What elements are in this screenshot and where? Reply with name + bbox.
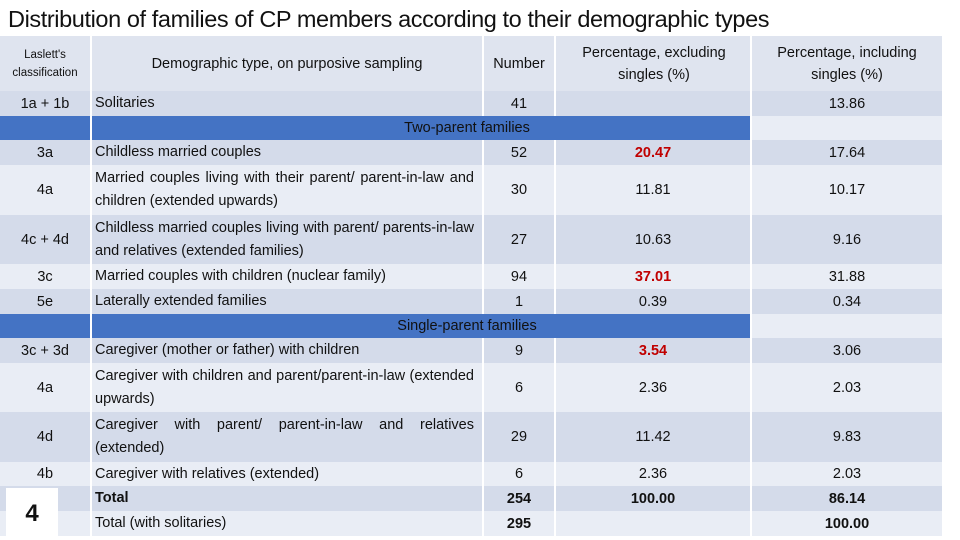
- header-laslett: Laslett's classification: [12, 48, 78, 79]
- pct-excluding-value: 2.36: [638, 466, 668, 482]
- number-value: 6: [514, 379, 524, 396]
- row-band: [0, 140, 942, 165]
- number-value: 41: [510, 95, 528, 112]
- pct-excluding-value: 0.39: [638, 293, 668, 310]
- laslett-code: 3c: [37, 268, 53, 285]
- pct-excluding-value: 20.47: [634, 144, 672, 161]
- column-divider: [482, 338, 484, 536]
- slide-title: Distribution of families of CP members a…: [8, 6, 770, 32]
- section-bar: [92, 314, 750, 338]
- section-bar: [92, 116, 750, 140]
- row-band: [0, 363, 942, 412]
- row-band: [0, 215, 942, 264]
- total-number: 254: [506, 490, 532, 507]
- demographic-type: Laterally extended families: [95, 293, 267, 309]
- demographic-type: Married couples with children (nuclear f…: [95, 268, 386, 284]
- number-value: 94: [510, 268, 528, 285]
- section-bar: [0, 314, 90, 338]
- column-divider: [482, 36, 484, 116]
- demographic-type: Childless married couples living with pa…: [95, 219, 474, 259]
- total-with-solitaries-number: 295: [506, 515, 532, 532]
- header-demographic-type: Demographic type, on purposive sampling: [151, 55, 423, 72]
- row-band: [0, 165, 942, 215]
- laslett-code: 4a: [36, 182, 54, 198]
- column-divider: [750, 36, 752, 536]
- number-value: 6: [514, 466, 524, 482]
- laslett-code: 1a + 1b: [20, 95, 70, 112]
- row-band: [0, 412, 942, 462]
- pct-including-value: 10.17: [828, 182, 866, 198]
- number-value: 29: [510, 429, 528, 445]
- demographic-type: Married couples living with their parent…: [95, 170, 474, 209]
- row-band: [0, 91, 942, 116]
- pct-excluding-value: 11.81: [635, 182, 671, 198]
- column-divider: [482, 140, 484, 314]
- pct-including-value: 3.06: [832, 342, 862, 359]
- demographic-type: Caregiver with children and parent/paren…: [95, 367, 474, 407]
- pct-including-value: 9.16: [832, 231, 862, 248]
- section-bar: [0, 116, 90, 140]
- number-value: 9: [514, 342, 524, 359]
- demographic-type: Caregiver with relatives (extended): [95, 465, 320, 482]
- demographic-type: Childless married couples: [95, 144, 262, 160]
- laslett-code: 3a: [36, 144, 54, 161]
- row-band: [0, 462, 942, 486]
- pct-excluding-value: 11.42: [635, 429, 671, 445]
- pct-including-value: 2.03: [832, 466, 862, 482]
- pct-including-value: 17.64: [828, 144, 866, 161]
- laslett-code: 4d: [36, 429, 54, 445]
- header-band: [0, 36, 942, 91]
- demographic-type: Caregiver with parent/ parent-in-law and…: [95, 417, 474, 456]
- number-value: 30: [510, 182, 528, 198]
- pct-including-value: 31.88: [828, 268, 866, 285]
- laslett-code: 5e: [36, 293, 54, 310]
- column-divider: [554, 338, 556, 536]
- demographic-type: Solitaries: [95, 95, 155, 111]
- row-band: [0, 511, 942, 536]
- column-divider: [554, 140, 556, 314]
- row-band: [0, 264, 942, 289]
- section-single-parent: Single-parent families: [397, 318, 537, 334]
- pct-including-value: 2.03: [832, 379, 862, 396]
- pct-including-value: 9.83: [832, 429, 862, 445]
- pct-including-value: 13.86: [828, 95, 866, 112]
- pct-excluding-value: 10.63: [634, 231, 672, 248]
- total-with-solitaries-label: Total (with solitaries): [95, 515, 227, 531]
- pct-excluding-value: 37.01: [634, 268, 672, 285]
- number-value: 27: [510, 231, 528, 248]
- number-value: 1: [514, 293, 524, 310]
- total-with-solitaries-pct: 100.00: [824, 515, 870, 532]
- pct-excluding-value: 2.36: [638, 379, 668, 396]
- header-pct-excluding: Percentage, excluding singles (%): [582, 44, 726, 83]
- column-divider: [90, 36, 92, 536]
- row-band: [0, 338, 942, 363]
- demographic-type: Caregiver (mother or father) with childr…: [95, 342, 360, 358]
- row-band: [0, 289, 942, 314]
- header-number: Number: [493, 55, 545, 72]
- row-band: [0, 486, 942, 511]
- total-pct-excluding: 100.00: [630, 490, 676, 507]
- laslett-code: 4a: [36, 379, 54, 396]
- pct-excluding-value: 3.54: [638, 342, 668, 359]
- slide-number: 4: [6, 488, 58, 540]
- total-label: Total: [95, 490, 129, 506]
- laslett-code: 4c + 4d: [21, 231, 69, 248]
- header-pct-including: Percentage, including singles (%): [777, 44, 917, 83]
- number-value: 52: [510, 144, 528, 161]
- pct-including-value: 0.34: [832, 293, 862, 310]
- column-divider: [554, 36, 556, 116]
- section-two-parent: Two-parent families: [404, 120, 530, 136]
- laslett-code: 3c + 3d: [21, 342, 69, 359]
- laslett-code: 4b: [36, 466, 54, 482]
- total-pct-including: 86.14: [828, 490, 866, 507]
